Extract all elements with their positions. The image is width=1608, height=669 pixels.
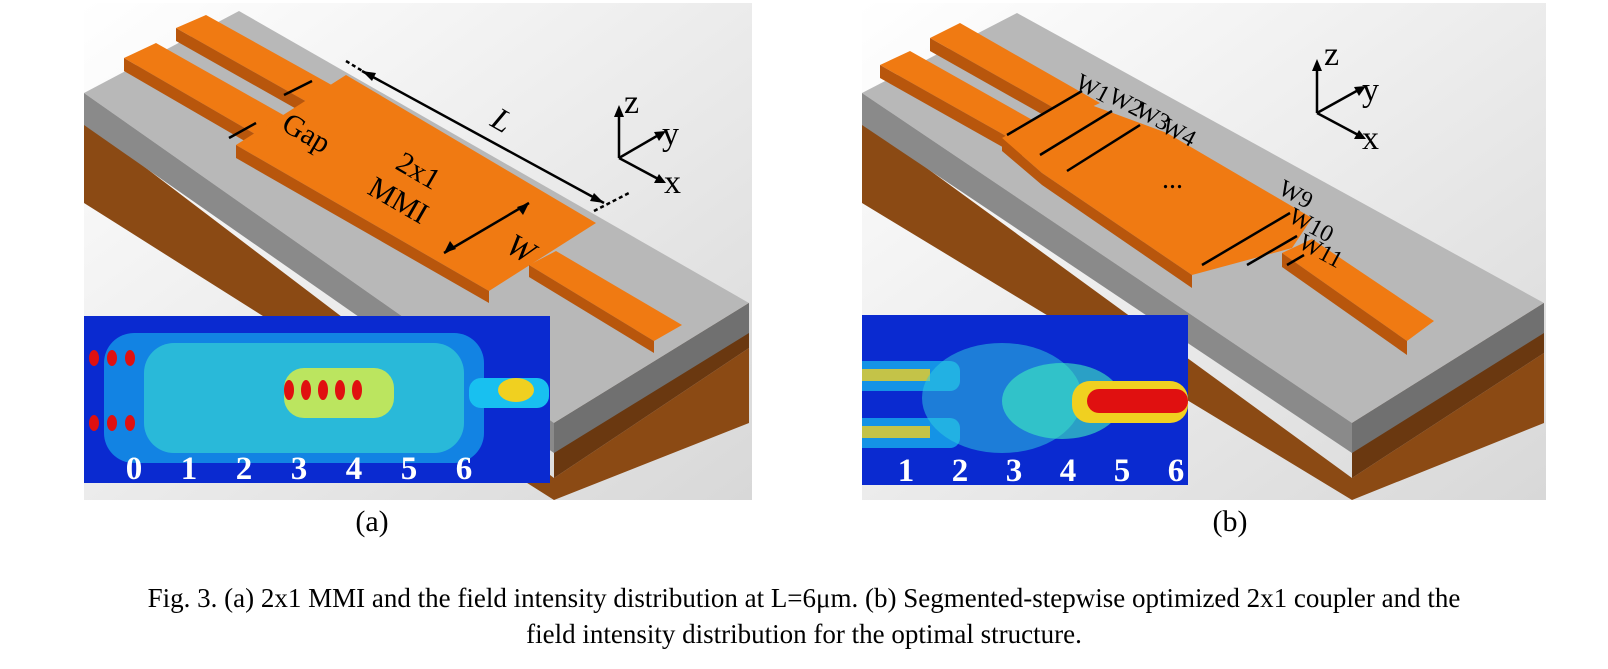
position-tick-1: 1 <box>181 451 198 487</box>
axis-y-label: y <box>1362 72 1379 109</box>
position-tick-3: 3 <box>1006 453 1023 489</box>
coupler-body <box>1002 98 1312 275</box>
mmi-body <box>236 75 596 291</box>
figure-caption: Fig. 3. (a) 2x1 MMI and the field intens… <box>20 580 1588 652</box>
position-tick-5: 5 <box>401 451 418 487</box>
oxide-side <box>1352 303 1544 453</box>
axis-arrowheads <box>614 105 666 183</box>
position-tick-1: 1 <box>898 453 915 489</box>
axis-arrowheads <box>1312 59 1366 139</box>
axis-z-label: z <box>624 84 639 121</box>
figure-panel-b: W1 W2 W3 W4 ... W9 W10 W11 z y x <box>862 3 1546 500</box>
dimension-arrowheads <box>362 71 604 253</box>
mmi-3d-illustration: Gap L 2x1 MMI W z y x <box>84 3 752 500</box>
mmi-body-side <box>236 145 489 303</box>
input-waveguide-1-side <box>880 65 1022 158</box>
width-arrows <box>1006 89 1305 267</box>
field-intensity-map-a: 0 1 2 3 4 5 6 <box>84 316 550 487</box>
field-position-ticks: 0 1 2 3 4 5 6 <box>126 451 473 487</box>
caption-line-2: field intensity distribution for the opt… <box>526 619 1082 649</box>
coupler-body-side <box>1002 138 1192 288</box>
output-waveguide-side <box>529 265 654 353</box>
position-tick-4: 4 <box>346 451 363 487</box>
position-tick-2: 2 <box>236 451 253 487</box>
axis-z-label: z <box>1324 36 1339 73</box>
panel-a-label: (a) <box>355 505 389 538</box>
axis-triad <box>617 111 663 183</box>
position-tick-6: 6 <box>456 451 473 487</box>
dimension-lines <box>228 59 630 255</box>
output-waveguide-side <box>1282 253 1407 355</box>
input-waveguide-1 <box>880 51 1052 145</box>
input-waveguide-1-side <box>124 58 262 151</box>
oxide-side <box>554 303 749 453</box>
position-tick-0: 0 <box>126 451 143 487</box>
position-tick-6: 6 <box>1168 453 1185 489</box>
position-tick-5: 5 <box>1114 453 1131 489</box>
position-tick-3: 3 <box>291 451 308 487</box>
input-waveguide-2-side <box>176 28 316 120</box>
input-waveguide-2 <box>930 23 1100 117</box>
axis-y-label: y <box>662 116 679 153</box>
input-waveguide-1 <box>124 43 294 138</box>
input-waveguide-2-side <box>930 38 1070 130</box>
oxide-front <box>862 93 1352 453</box>
axis-triad <box>1315 65 1363 139</box>
field-hotspots <box>89 350 362 431</box>
caption-line-1: Fig. 3. (a) 2x1 MMI and the field intens… <box>147 583 1461 613</box>
position-tick-2: 2 <box>952 453 969 489</box>
figure-panel-a: Gap L 2x1 MMI W z y x <box>84 3 752 500</box>
panel-b-label: (b) <box>1212 505 1248 538</box>
output-waveguide <box>1282 239 1434 341</box>
coupler-3d-illustration: W1 W2 W3 W4 ... W9 W10 W11 z y x <box>862 3 1546 500</box>
axis-x-label: x <box>1362 120 1379 157</box>
position-tick-4: 4 <box>1060 453 1077 489</box>
ellipsis-label: ... <box>1162 164 1183 195</box>
axis-x-label: x <box>664 164 681 201</box>
output-waveguide <box>529 251 682 341</box>
